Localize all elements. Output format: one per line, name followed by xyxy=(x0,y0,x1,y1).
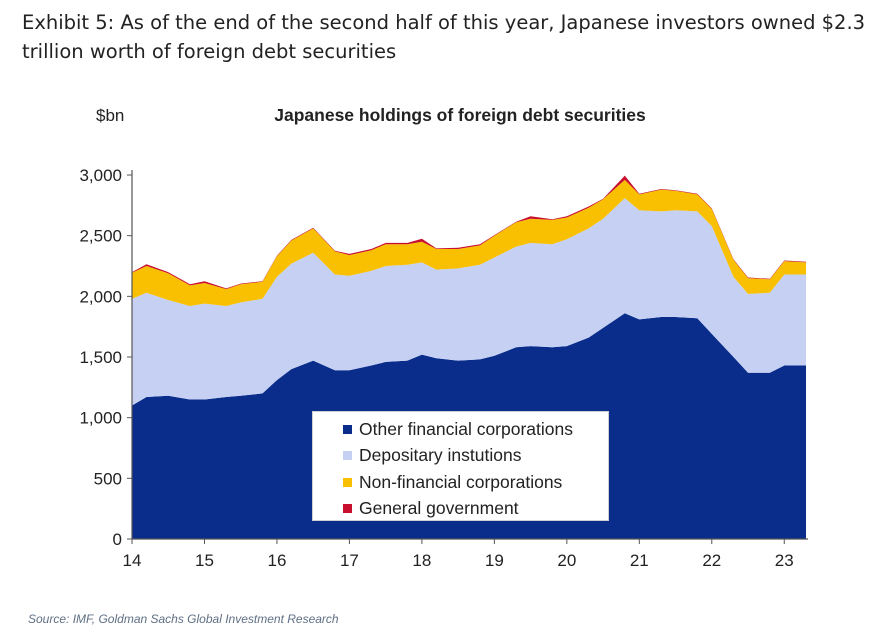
legend-item: Depositary instutions xyxy=(343,443,608,470)
legend-label-other-financial: Other financial corporations xyxy=(359,418,573,439)
x-tick-label: 18 xyxy=(412,551,431,570)
y-tick-label: 1,500 xyxy=(79,348,122,367)
legend-label-depositary: Depositary instutions xyxy=(359,445,522,466)
y-tick-label: 1,000 xyxy=(79,409,122,428)
source-note: Source: IMF, Goldman Sachs Global Invest… xyxy=(28,612,339,626)
y-tick-label: 0 xyxy=(113,530,122,549)
chart-legend: Other financial corporations Depositary … xyxy=(312,411,609,521)
legend-label-non-financial: Non-financial corporations xyxy=(359,471,563,492)
y-tick-label: 500 xyxy=(94,469,122,488)
x-tick-label: 16 xyxy=(267,551,286,570)
exhibit-title: Exhibit 5: As of the end of the second h… xyxy=(22,11,866,63)
legend-swatch-general-government xyxy=(343,504,352,514)
y-tick-label: 2,000 xyxy=(79,287,122,306)
y-tick-label: 2,500 xyxy=(79,227,122,246)
x-tick-label: 20 xyxy=(557,551,576,570)
area-depositary-instutions xyxy=(132,198,806,406)
legend-swatch-other-financial xyxy=(343,424,352,434)
chart-title: Japanese holdings of foreign debt securi… xyxy=(274,105,646,125)
legend-item: General government xyxy=(343,496,608,523)
area-non-financial-corporations xyxy=(132,179,806,306)
x-tick-label: 19 xyxy=(485,551,504,570)
legend-item: Other financial corporations xyxy=(343,416,608,443)
x-tick-label: 17 xyxy=(340,551,359,570)
x-tick-label: 23 xyxy=(775,551,794,570)
x-tick-label: 21 xyxy=(630,551,649,570)
legend-swatch-depositary xyxy=(343,451,352,461)
legend-swatch-non-financial xyxy=(343,477,352,487)
legend-label-general-government: General government xyxy=(359,498,519,519)
y-unit-label: $bn xyxy=(96,106,125,125)
x-tick-label: 22 xyxy=(702,551,721,570)
x-tick-label: 15 xyxy=(195,551,214,570)
x-tick-label: 14 xyxy=(123,551,142,570)
legend-item: Non-financial corporations xyxy=(343,469,608,496)
y-tick-label: 3,000 xyxy=(79,166,122,185)
